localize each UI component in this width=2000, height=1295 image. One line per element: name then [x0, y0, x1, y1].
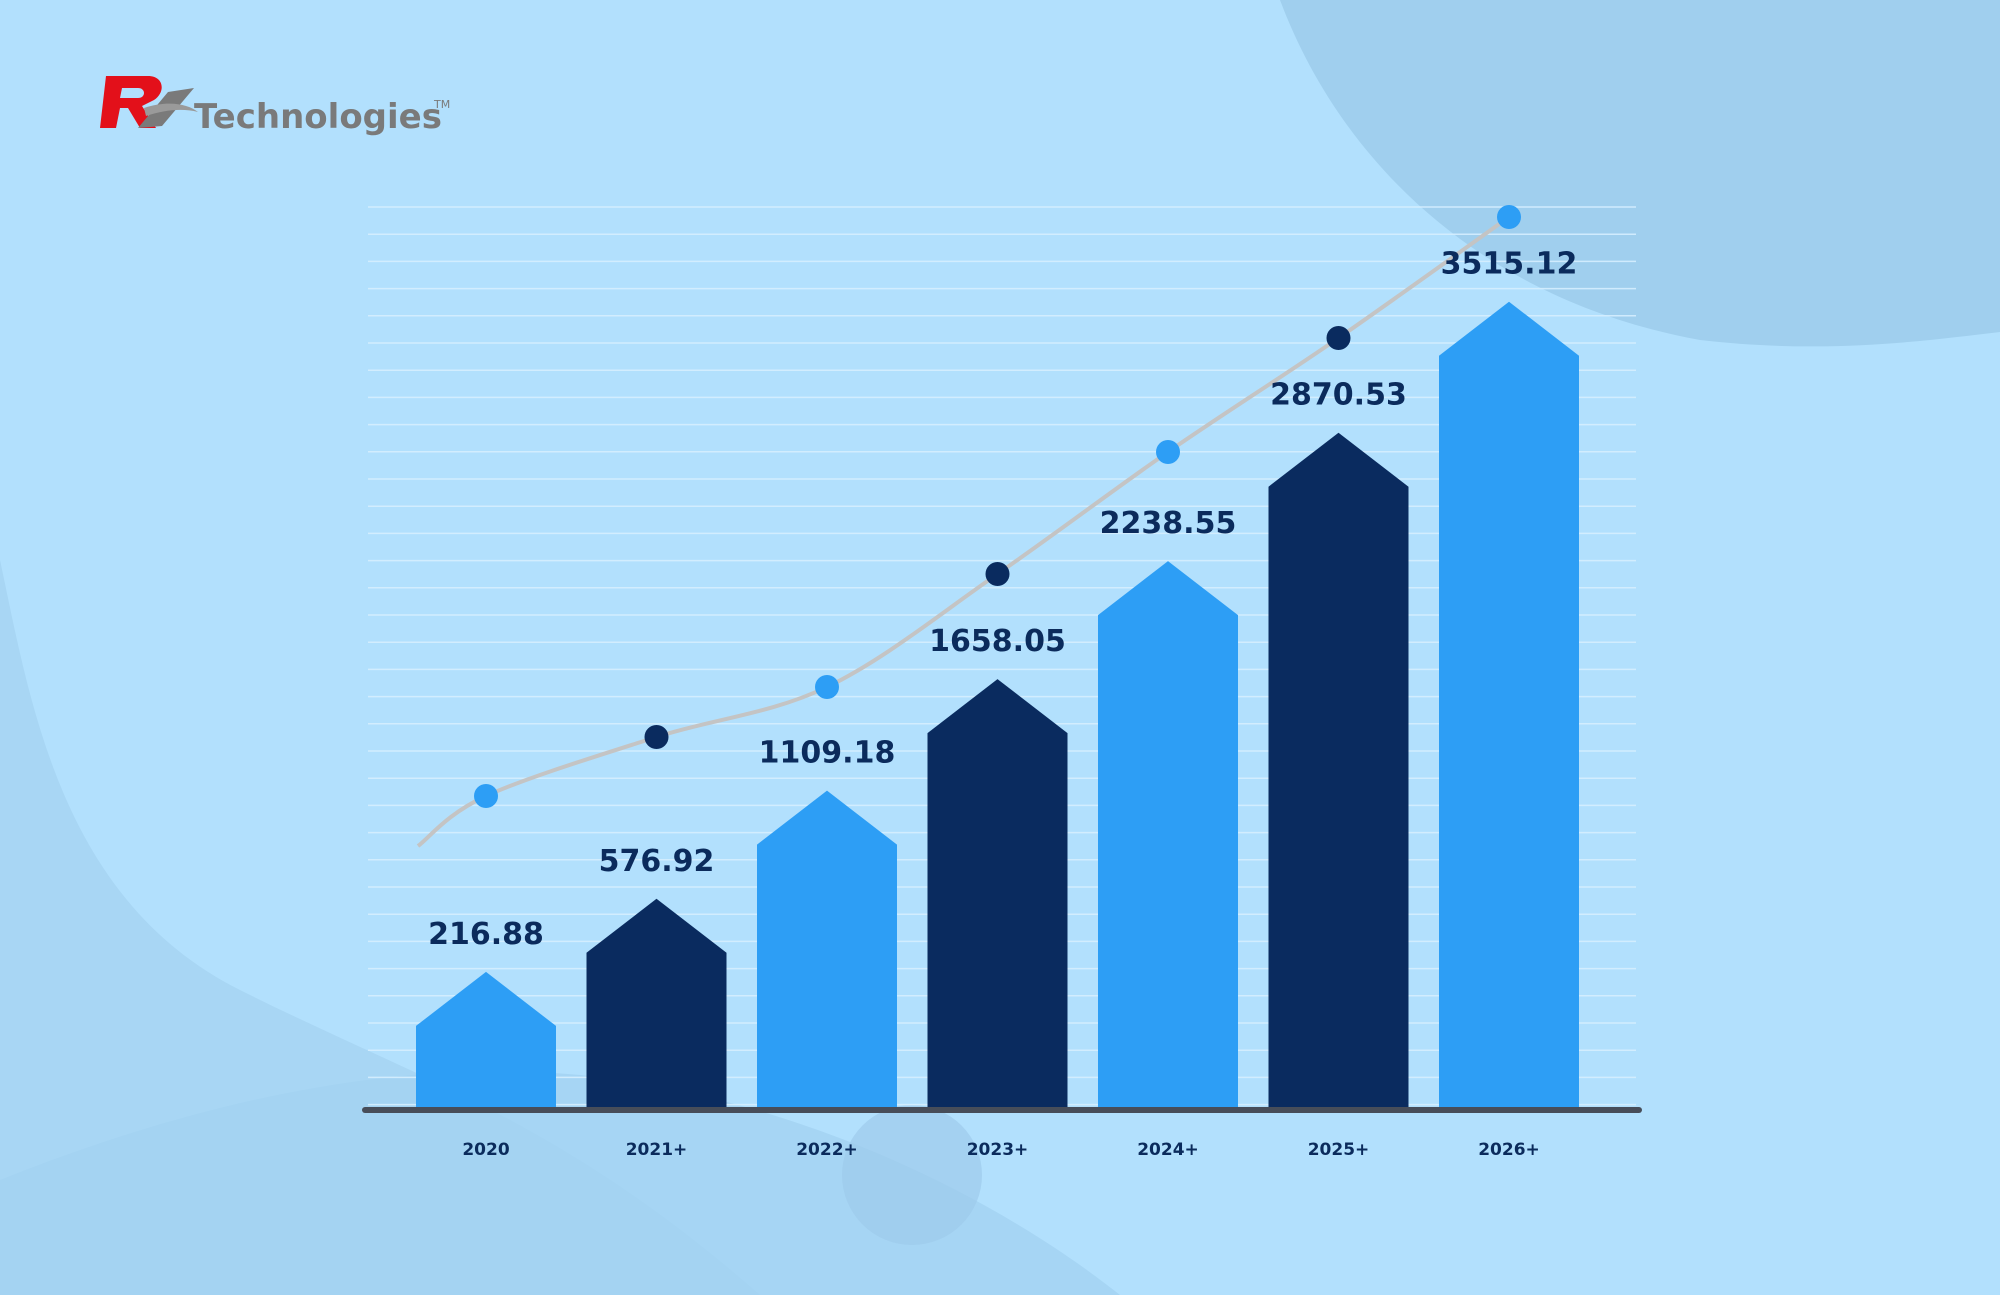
bg-blob-left	[0, 560, 760, 1295]
bg-circle	[842, 1105, 982, 1245]
bar-value-label: 1109.18	[759, 736, 896, 771]
trend-points	[474, 205, 1521, 808]
bar-value-label: 2870.53	[1270, 378, 1407, 413]
logo-trademark: TM	[433, 98, 450, 111]
trend-point	[815, 675, 839, 699]
bar-value-label: 216.88	[428, 917, 544, 952]
x-tick-label: 2021+	[626, 1140, 688, 1160]
trend-point	[1497, 205, 1521, 229]
x-tick-label: 2024+	[1137, 1140, 1199, 1160]
trend-point	[644, 725, 669, 749]
logo-text: Technologies	[194, 97, 442, 137]
x-tick-label: 2020	[462, 1140, 509, 1160]
bar	[1268, 432, 1409, 1110]
company-logo: Technologies TM	[100, 76, 450, 137]
x-tick-label: 2025+	[1308, 1140, 1370, 1160]
bars	[416, 301, 1579, 1110]
bar-value-label: 576.92	[599, 844, 715, 879]
bar	[757, 790, 897, 1110]
bar	[586, 898, 727, 1110]
bar-value-label: 3515.12	[1441, 247, 1578, 282]
logo-mark-swoosh	[144, 103, 198, 116]
trend-point	[1156, 440, 1180, 464]
trend-point	[985, 562, 1010, 586]
x-tick-labels: 2020 2021+ 2022+ 2023+ 2024+ 2025+ 2026+	[462, 1140, 1539, 1160]
bar-value-label: 2238.55	[1100, 506, 1237, 541]
trend-point	[474, 784, 498, 808]
bg-blob-bottom	[0, 1071, 1120, 1295]
bg-blob-top-right	[1280, 0, 2000, 347]
bar	[927, 679, 1068, 1110]
x-tick-label: 2023+	[967, 1140, 1029, 1160]
value-labels: 216.88 576.92 1109.18 1658.05 2238.55 2870.53…	[428, 247, 1577, 952]
bar	[1439, 301, 1579, 1110]
bar	[1098, 561, 1238, 1110]
bar	[416, 971, 556, 1110]
bar-value-label: 1658.05	[929, 624, 1066, 659]
trend-point	[1326, 326, 1351, 350]
x-tick-label: 2022+	[796, 1140, 858, 1160]
x-tick-label: 2026+	[1478, 1140, 1540, 1160]
grid-lines	[368, 206, 1636, 1106]
